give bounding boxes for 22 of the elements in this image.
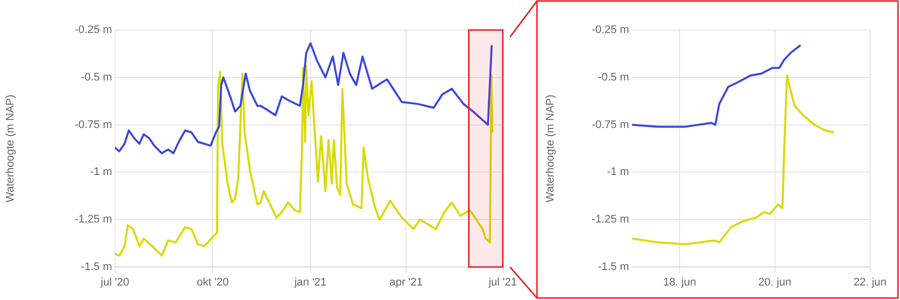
x-tick-label: okt '20 (196, 276, 229, 289)
y-axis-title: Waterhoogte (m NAP) (544, 94, 557, 202)
y-tick-label: -0.75 m (74, 118, 112, 131)
x-tick-label: 22. jun (853, 276, 887, 289)
y-tick-label: -0.5 m (598, 71, 629, 84)
y-tick-label: -1.25 m (592, 214, 629, 226)
y-tick-label: -1.5 m (80, 261, 112, 274)
y-tick-label: -0.25 m (74, 24, 112, 36)
y-tick-label: -1 m (607, 166, 629, 178)
y-axis-title: Waterhoogte (m NAP) (4, 94, 17, 202)
x-tick-label: 20. jun (758, 276, 792, 289)
x-tick-label: 18. jun (663, 276, 696, 289)
x-tick-label: jan '21 (293, 276, 327, 289)
y-tick-label: -1 m (90, 166, 112, 178)
y-tick-label: -0.75 m (592, 118, 629, 131)
x-tick-label: jul '21 (488, 276, 518, 289)
y-tick-label: -1.25 m (74, 214, 112, 226)
x-tick-label: apr '21 (389, 276, 423, 289)
y-tick-label: -0.25 m (592, 24, 629, 36)
x-tick-label: jul '20 (100, 276, 130, 289)
y-tick-label: -1.5 m (598, 261, 629, 274)
y-tick-label: -0.5 m (80, 71, 112, 84)
